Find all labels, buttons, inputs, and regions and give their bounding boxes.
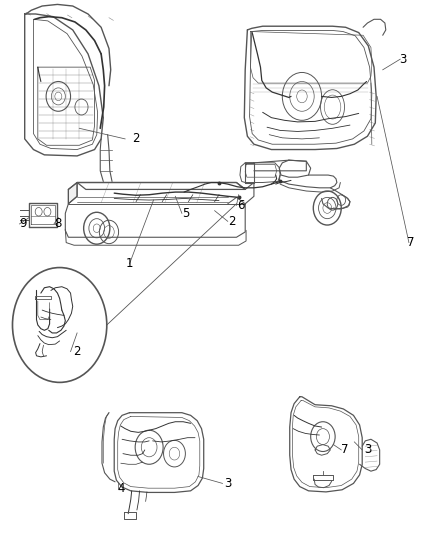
Text: 3: 3 [364, 443, 371, 456]
Text: 3: 3 [224, 477, 231, 490]
Text: 2: 2 [132, 132, 140, 146]
Text: 7: 7 [407, 236, 415, 249]
Polygon shape [68, 182, 77, 204]
Text: 4: 4 [117, 482, 124, 495]
Text: 7: 7 [341, 443, 349, 456]
Text: 8: 8 [54, 217, 61, 230]
Text: 9: 9 [19, 217, 26, 230]
Text: 2: 2 [73, 345, 81, 358]
Text: 3: 3 [399, 53, 406, 66]
Text: 1: 1 [126, 257, 133, 270]
Text: 5: 5 [183, 207, 190, 220]
Text: 2: 2 [228, 215, 236, 228]
Text: 6: 6 [237, 199, 244, 212]
